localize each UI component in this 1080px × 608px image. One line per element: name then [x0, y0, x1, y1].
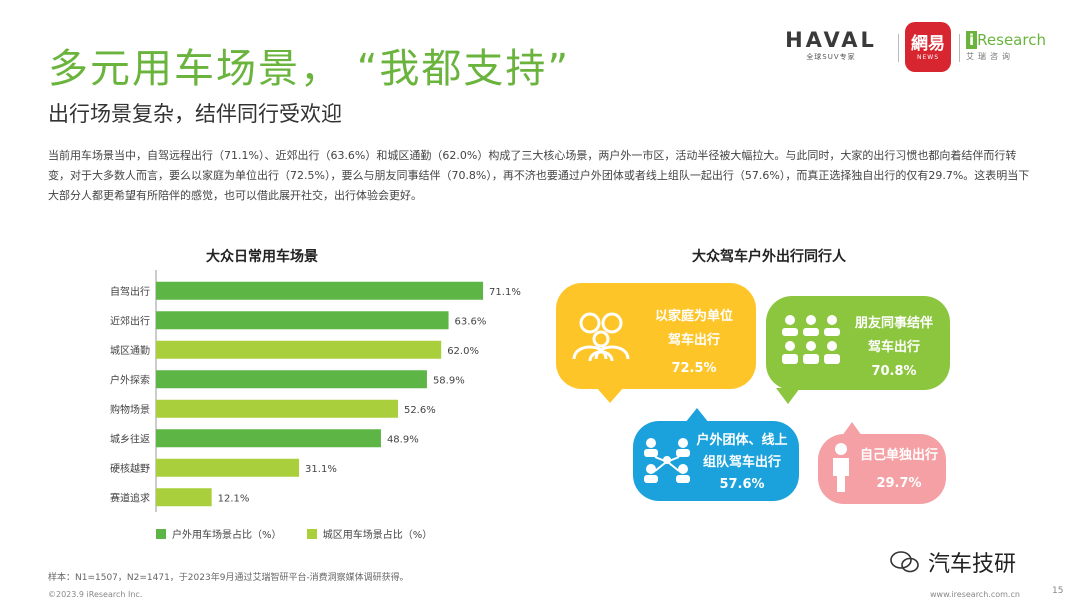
- value-label: 62.0%: [447, 346, 479, 357]
- bubble-label-line1: 户外团体、线上: [696, 433, 788, 448]
- companion-bubble-family: 以家庭为单位 驾车出行 72.5%: [556, 283, 756, 403]
- companions-title: 大众驾车户外出行同行人: [692, 249, 846, 265]
- iresearch-logo-subtext: 艾瑞咨询: [966, 52, 1014, 61]
- bubble-label-line2: 驾车出行: [867, 340, 920, 355]
- category-label: 硬核越野: [110, 462, 150, 475]
- bubble-label-line1: 自己单独出行: [859, 448, 938, 463]
- value-label: 58.9%: [433, 375, 465, 386]
- logo-area: HAVAL 全球SUV专家 網易 NEWS i Research 艾瑞咨询: [770, 22, 1060, 72]
- chart-legend: 户外用车场景占比（%） 城区用车场景占比（%）: [156, 526, 454, 542]
- legend-swatch-city: [306, 528, 317, 539]
- iresearch-logo: i Research 艾瑞咨询: [966, 30, 1046, 62]
- category-label: 户外探索: [110, 373, 150, 386]
- iresearch-logo-i: i: [966, 31, 978, 49]
- group-icon: [644, 438, 690, 483]
- haval-logo-subtext: 全球SUV专家: [806, 53, 856, 61]
- legend-label-outdoor: 户外用车场景占比（%）: [172, 530, 282, 541]
- category-label: 购物场景: [110, 403, 150, 416]
- wechat-icon: [890, 551, 919, 573]
- value-label: 48.9%: [387, 434, 419, 445]
- value-label: 52.6%: [404, 405, 436, 416]
- value-label: 12.1%: [218, 493, 250, 504]
- bubble-label-line2: 驾车出行: [667, 333, 720, 348]
- legend-item-city: 城区用车场景占比（%）: [306, 526, 433, 541]
- bubble-tail: [776, 388, 800, 404]
- bar: [156, 399, 398, 418]
- bubble-value: 70.8%: [871, 364, 917, 379]
- bar: [156, 370, 427, 389]
- bar: [156, 488, 212, 507]
- source-note: 样本：N1=1507，N2=1471，于2023年9月通过艾瑞智研平台-消费洞察…: [48, 573, 409, 583]
- bubble-tail: [596, 387, 624, 403]
- bar: [156, 340, 442, 359]
- category-label: 自驾出行: [110, 285, 150, 298]
- person-icon: [833, 443, 849, 492]
- value-label: 63.6%: [455, 316, 487, 327]
- family-icon: [572, 312, 630, 362]
- bar: [156, 429, 381, 448]
- category-label: 城乡往返: [110, 432, 150, 445]
- page-subtitle: 出行场景复杂，结伴同行受欢迎: [48, 102, 342, 126]
- logo-divider: [898, 34, 899, 62]
- companion-bubble-solo: 自己单独出行 29.7%: [818, 422, 946, 504]
- category-label: 近郊出行: [110, 314, 150, 327]
- logo-divider: [959, 34, 960, 62]
- bubble-value: 72.5%: [671, 361, 717, 376]
- bubble-value: 29.7%: [876, 476, 922, 491]
- companion-bubble-friends: 朋友同事结伴 驾车出行 70.8%: [766, 296, 950, 404]
- legend-swatch-outdoor: [156, 528, 166, 539]
- bubble-label-line2: 组队驾车出行: [702, 455, 781, 470]
- bar: [156, 458, 300, 477]
- value-label: 71.1%: [489, 287, 521, 298]
- page-title: 多元用车场景， “我都支持”: [48, 46, 571, 92]
- intro-paragraph: 当前用车场景当中，自驾远程出行（71.1%）、近郊出行（63.6%）和城区通勤（…: [48, 149, 1030, 202]
- netease-logo-text: 網易: [911, 34, 945, 54]
- wechat-watermark: 汽车技研: [890, 546, 1016, 578]
- haval-logo-text: HAVAL: [785, 28, 877, 52]
- iresearch-logo-text: Research: [977, 31, 1046, 49]
- wechat-label: 汽车技研: [928, 552, 1017, 577]
- copyright: ©2023.9 iResearch Inc.: [48, 590, 143, 599]
- bubble-tail: [842, 422, 862, 436]
- netease-logo-subtext: NEWS: [916, 54, 940, 61]
- friends-icon: [782, 315, 840, 364]
- bar: [156, 281, 484, 300]
- chart-title: 大众日常用车场景: [206, 249, 318, 265]
- bar-chart: 自驾出行 71.1% 近郊出行 63.6% 城区通勤 62.0% 户外探索 58.9% 购物场景…: [110, 270, 521, 512]
- bubble-tail: [685, 408, 709, 423]
- netease-logo: 網易 NEWS: [905, 22, 951, 72]
- bar: [156, 311, 449, 330]
- companion-bubble-group: 户外团体、线上 组队驾车出行 57.6%: [633, 408, 799, 501]
- bubble-label-line1: 朋友同事结伴: [854, 316, 933, 331]
- bubble-label-line1: 以家庭为单位: [654, 309, 733, 324]
- legend-label-city: 城区用车场景占比（%）: [322, 530, 433, 541]
- bubble-value: 57.6%: [719, 477, 765, 492]
- category-label: 城区通勤: [110, 344, 150, 357]
- haval-logo: HAVAL 全球SUV专家: [770, 28, 892, 62]
- legend-item-outdoor: 户外用车场景占比（%）: [156, 526, 282, 541]
- category-label: 赛道追求: [110, 491, 150, 504]
- website-url: www.iresearch.com.cn: [930, 590, 1020, 599]
- page-number: 15: [1052, 586, 1064, 596]
- value-label: 31.1%: [305, 464, 337, 475]
